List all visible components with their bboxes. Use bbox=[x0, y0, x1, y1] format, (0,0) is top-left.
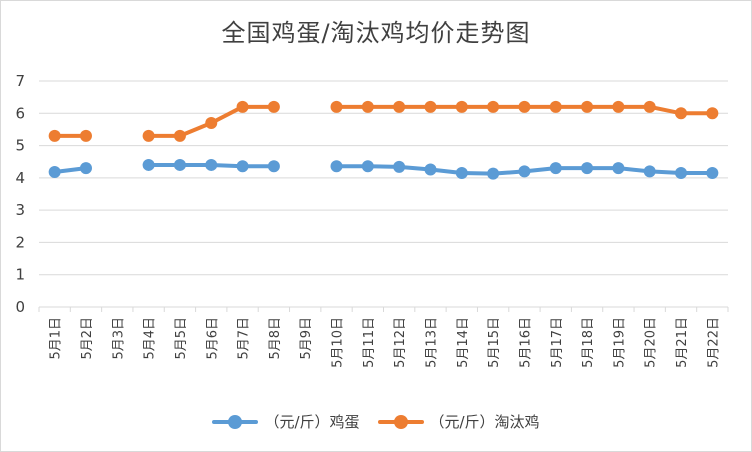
data-point-series-1 bbox=[643, 100, 656, 113]
data-point-series-1 bbox=[393, 100, 406, 113]
data-point-series-0 bbox=[643, 165, 656, 178]
chart-title: 全国鸡蛋/淘汰鸡均价走势图 bbox=[221, 19, 531, 47]
x-tick-label: 5月19日 bbox=[612, 317, 627, 368]
x-tick-label: 5月22日 bbox=[706, 317, 721, 368]
data-point-series-0 bbox=[142, 158, 155, 171]
data-point-series-0 bbox=[424, 163, 437, 176]
legend-item-egg: （元/斤）鸡蛋 bbox=[212, 411, 360, 432]
data-point-series-1 bbox=[549, 100, 562, 113]
data-point-series-0 bbox=[393, 160, 406, 173]
data-point-series-0 bbox=[48, 166, 61, 179]
data-point-series-0 bbox=[79, 162, 92, 175]
y-tick-label: 1 bbox=[15, 266, 25, 284]
data-point-series-1 bbox=[581, 100, 594, 113]
data-point-series-1 bbox=[267, 100, 280, 113]
x-tick-label: 5月4日 bbox=[143, 317, 158, 360]
x-tick-label: 5月13日 bbox=[424, 317, 439, 368]
y-tick-label: 4 bbox=[15, 169, 25, 187]
data-point-series-0 bbox=[549, 162, 562, 175]
y-tick-label: 7 bbox=[15, 72, 25, 90]
x-tick-label: 5月16日 bbox=[518, 317, 533, 368]
x-tick-label: 5月14日 bbox=[456, 317, 471, 368]
x-tick-label: 5月6日 bbox=[205, 317, 220, 360]
data-point-series-0 bbox=[518, 165, 531, 178]
x-tick-label: 5月9日 bbox=[299, 317, 314, 360]
x-tick-label: 5月3日 bbox=[111, 317, 126, 360]
data-point-series-0 bbox=[612, 162, 625, 175]
data-point-series-1 bbox=[706, 107, 719, 120]
x-tick-label: 5月7日 bbox=[237, 317, 252, 360]
data-point-series-1 bbox=[612, 100, 625, 113]
x-tick-label: 5月15日 bbox=[487, 317, 502, 368]
y-tick-label: 5 bbox=[15, 137, 25, 155]
x-tick-label: 5月10日 bbox=[331, 317, 346, 368]
legend-label-hen: （元/斤）淘汰鸡 bbox=[429, 413, 540, 431]
legend-marker-egg bbox=[212, 414, 259, 429]
data-point-series-0 bbox=[361, 160, 374, 173]
y-tick-label: 6 bbox=[15, 104, 25, 122]
data-point-series-0 bbox=[706, 167, 719, 180]
legend-marker-hen bbox=[377, 414, 424, 429]
x-tick-label: 5月5日 bbox=[174, 317, 189, 360]
data-point-series-1 bbox=[675, 107, 688, 120]
x-tick-label: 5月21日 bbox=[675, 317, 690, 368]
data-point-series-0 bbox=[455, 167, 468, 180]
data-point-series-0 bbox=[330, 160, 343, 173]
data-point-series-1 bbox=[455, 100, 468, 113]
data-point-series-1 bbox=[173, 129, 186, 142]
data-point-series-0 bbox=[267, 160, 280, 173]
data-point-series-1 bbox=[236, 100, 249, 113]
data-point-series-0 bbox=[173, 158, 186, 171]
data-point-series-1 bbox=[48, 129, 61, 142]
x-tick-label: 5月1日 bbox=[49, 317, 64, 360]
y-tick-label: 0 bbox=[15, 298, 25, 316]
x-tick-label: 5月17日 bbox=[550, 317, 565, 368]
legend-item-hen: （元/斤）淘汰鸡 bbox=[377, 411, 540, 432]
data-point-series-1 bbox=[79, 129, 92, 142]
y-tick-label: 3 bbox=[15, 201, 25, 219]
data-point-series-1 bbox=[424, 100, 437, 113]
x-tick-label: 5月8日 bbox=[268, 317, 283, 360]
data-point-series-1 bbox=[518, 100, 531, 113]
legend-label-egg: （元/斤）鸡蛋 bbox=[264, 413, 360, 431]
x-tick-label: 5月2日 bbox=[80, 317, 95, 360]
x-tick-label: 5月20日 bbox=[644, 317, 659, 368]
x-tick-label: 5月18日 bbox=[581, 317, 596, 368]
data-point-series-0 bbox=[236, 160, 249, 173]
data-point-series-0 bbox=[487, 167, 500, 180]
chart-legend: （元/斤）鸡蛋 （元/斤）淘汰鸡 bbox=[1, 411, 751, 432]
data-point-series-1 bbox=[205, 116, 218, 129]
data-point-series-0 bbox=[675, 167, 688, 180]
data-point-series-1 bbox=[330, 100, 343, 113]
data-point-series-1 bbox=[361, 100, 374, 113]
x-tick-label: 5月11日 bbox=[362, 317, 377, 368]
y-tick-label: 2 bbox=[15, 233, 25, 251]
data-point-series-1 bbox=[487, 100, 500, 113]
data-point-series-1 bbox=[142, 129, 155, 142]
data-point-series-0 bbox=[581, 162, 594, 175]
x-tick-label: 5月12日 bbox=[393, 317, 408, 368]
data-point-series-0 bbox=[205, 158, 218, 171]
